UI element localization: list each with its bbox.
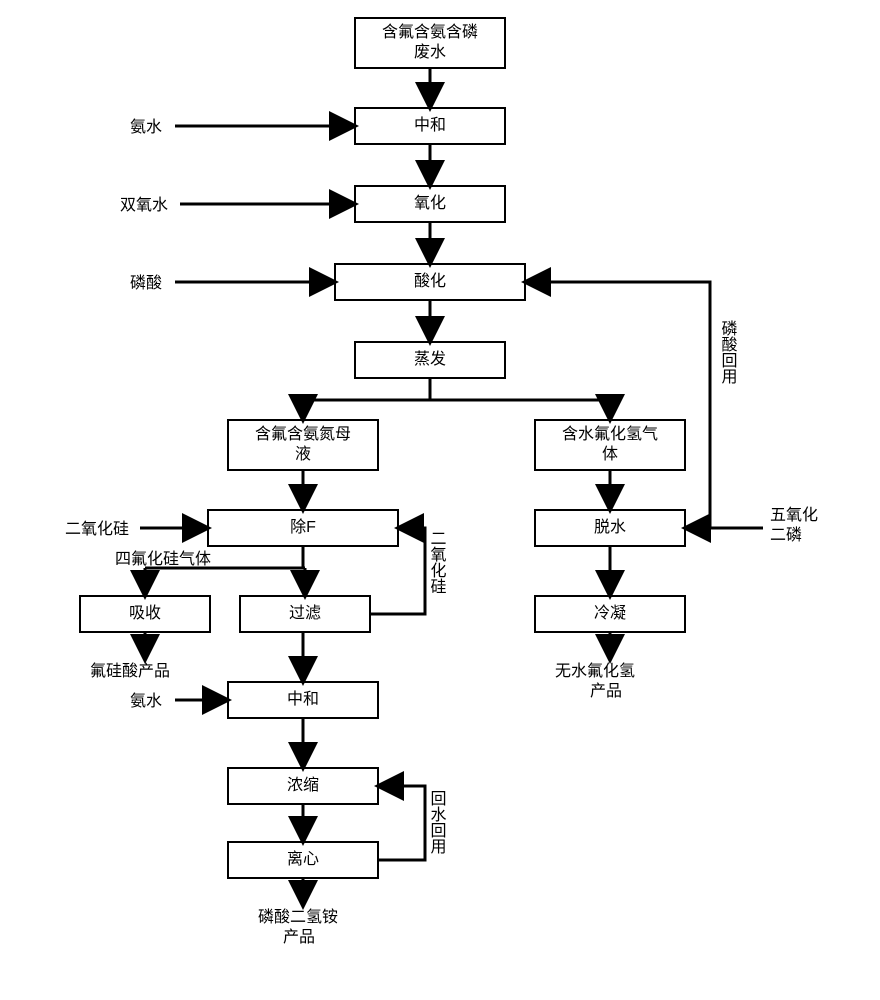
- svg-text:体: 体: [602, 445, 618, 463]
- node-neutralize1: 中和: [355, 108, 505, 144]
- svg-text:冷凝: 冷凝: [594, 604, 626, 622]
- label-h2o2: 双氧水: [120, 196, 168, 214]
- svg-text:浓缩: 浓缩: [287, 776, 319, 794]
- svg-text:蒸发: 蒸发: [414, 350, 446, 368]
- label-water-reuse: 回水回用: [428, 790, 447, 855]
- out-anhf-l2: 产品: [590, 682, 622, 700]
- out-anhf-l1: 无水氟化氢: [555, 662, 635, 680]
- svg-text:含氟含氨氮母: 含氟含氨氮母: [255, 425, 351, 443]
- svg-text:脱水: 脱水: [594, 518, 626, 536]
- svg-text:废水: 废水: [414, 43, 446, 61]
- label-ammonia2: 氨水: [130, 692, 162, 710]
- edge-h3po4-reuse: [527, 282, 710, 528]
- svg-text:中和: 中和: [287, 690, 319, 708]
- edge-water-reuse: [378, 786, 425, 860]
- node-hf-gas: 含水氟化氢气 体: [535, 420, 685, 470]
- node-condense: 冷凝: [535, 596, 685, 632]
- node-wastewater: 含氟含氨含磷 废水: [355, 18, 505, 68]
- out-nh4h2po4-l1: 磷酸二氢铵: [258, 908, 338, 926]
- out-nh4h2po4-l2: 产品: [283, 928, 315, 946]
- svg-text:离心: 离心: [287, 850, 319, 868]
- node-oxidize: 氧化: [355, 186, 505, 222]
- svg-text:氧化: 氧化: [414, 194, 446, 212]
- label-sio2: 二氧化硅: [65, 520, 129, 538]
- out-fluosilicic: 氟硅酸产品: [90, 662, 170, 680]
- node-neutralize2: 中和: [228, 682, 378, 718]
- node-absorb: 吸收: [80, 596, 210, 632]
- svg-text:含水氟化氢气: 含水氟化氢气: [562, 425, 658, 443]
- node-filter: 过滤: [240, 596, 370, 632]
- label-p2o5-l2: 二磷: [770, 526, 802, 544]
- label-h3po4: 磷酸: [130, 274, 162, 292]
- node-dehydrate: 脱水: [535, 510, 685, 546]
- label-p2o5-l1: 五氧化: [770, 506, 818, 524]
- svg-text:中和: 中和: [414, 116, 446, 134]
- node-acidify: 酸化: [335, 264, 525, 300]
- label-sio2-recycle: 二氧化硅: [428, 530, 447, 594]
- svg-text:酸化: 酸化: [414, 272, 446, 290]
- svg-text:过滤: 过滤: [289, 604, 321, 622]
- node-removeF: 除F: [208, 510, 398, 546]
- label-h3po4-reuse: 磷酸回用: [719, 320, 738, 385]
- svg-text:吸收: 吸收: [129, 604, 161, 622]
- process-flowchart: 含氟含氨含磷 废水 中和 氧化 酸化 蒸发 含氟含氨氮母 液 含水氟化氢气 体 …: [0, 0, 880, 1000]
- svg-text:除F: 除F: [290, 518, 316, 536]
- label-ammonia1: 氨水: [130, 118, 162, 136]
- svg-text:含氟含氨含磷: 含氟含氨含磷: [382, 23, 478, 41]
- node-concentrate: 浓缩: [228, 768, 378, 804]
- svg-text:液: 液: [295, 445, 311, 463]
- node-mother-liquor: 含氟含氨氮母 液: [228, 420, 378, 470]
- node-evaporate: 蒸发: [355, 342, 505, 378]
- label-sif4-gas: 四氟化硅气体: [115, 550, 211, 568]
- node-centrifuge: 离心: [228, 842, 378, 878]
